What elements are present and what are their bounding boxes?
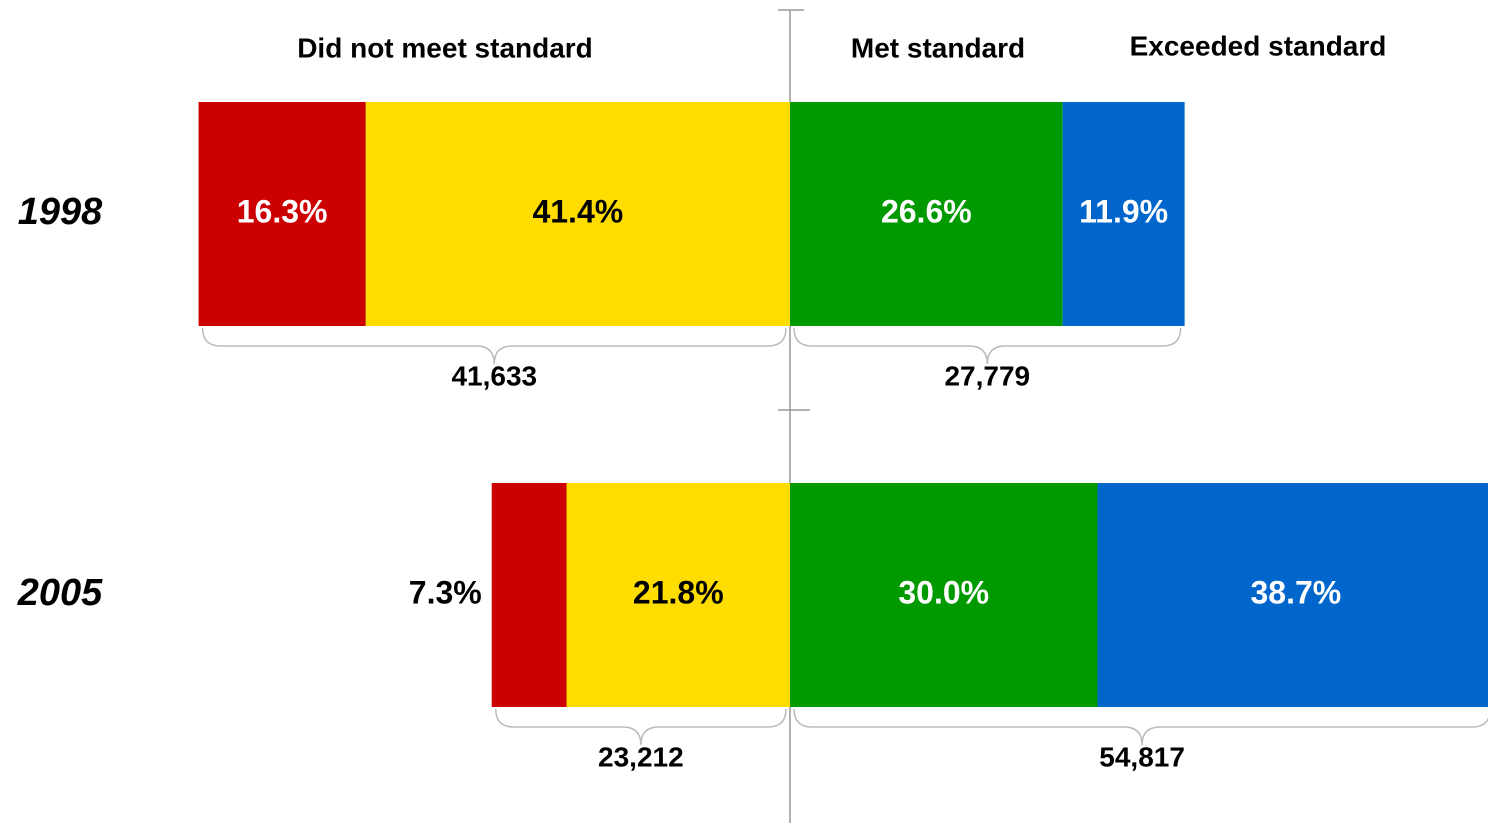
category-label: 1998: [18, 191, 103, 233]
bar: [790, 102, 1063, 326]
total-label: 27,779: [944, 360, 1030, 391]
category-label: 2005: [17, 572, 103, 614]
brace: [494, 708, 787, 746]
header: Exceeded standard: [1130, 30, 1387, 61]
value-label: 41.4%: [532, 193, 623, 229]
value-label: 26.6%: [881, 193, 972, 229]
header: Met standard: [851, 32, 1025, 63]
total-label: 41,633: [451, 360, 537, 391]
header: Did not meet standard: [297, 32, 593, 63]
brace: [793, 327, 1182, 365]
bar: [1062, 102, 1185, 326]
value-label: 16.3%: [237, 193, 328, 229]
total-label: 54,817: [1099, 741, 1185, 772]
bar: [790, 483, 1098, 707]
brace: [201, 327, 787, 365]
value-label: 21.8%: [633, 574, 724, 610]
brace: [793, 708, 1488, 746]
bar: [1097, 483, 1488, 707]
bar: [365, 102, 790, 326]
value-label: 30.0%: [898, 574, 989, 610]
bar: [566, 483, 790, 707]
value-label: 38.7%: [1250, 574, 1341, 610]
value-label: 11.9%: [1079, 193, 1168, 229]
value-label: 7.3%: [409, 574, 482, 610]
total-label: 23,212: [598, 741, 684, 772]
bar: [491, 483, 567, 707]
bar: [198, 102, 366, 326]
